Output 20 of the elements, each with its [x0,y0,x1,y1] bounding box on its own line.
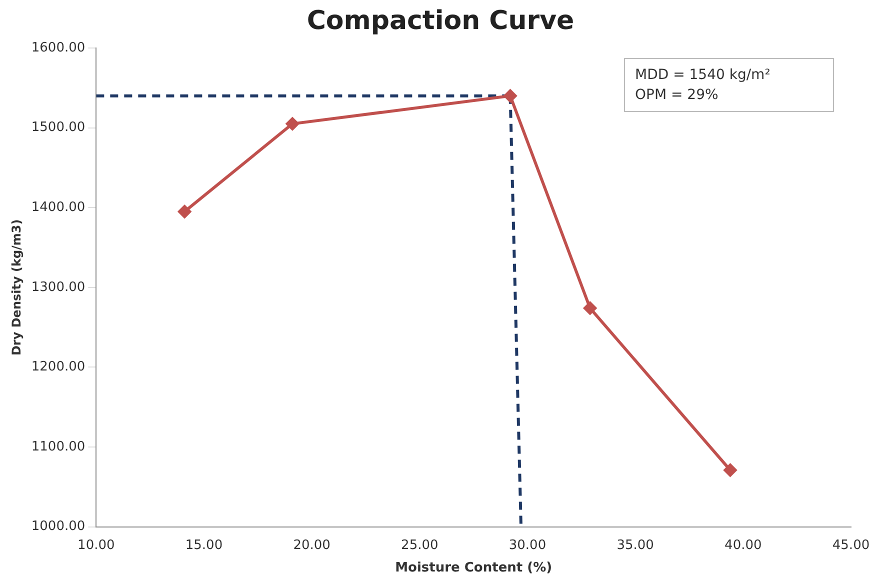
y-tick-label: 1600.00 [31,40,86,56]
y-tick-label: 1400.00 [31,200,86,215]
x-tick-label: 25.00 [401,538,438,553]
x-tick-label: 15.00 [185,538,223,553]
chart-title: Compaction Curve [306,6,576,36]
y-tick-label: 1200.00 [31,360,86,375]
x-axis-title: Moisture Content (%) [395,560,552,576]
x-tick-label: 20.00 [293,538,330,553]
y-tick-label: 1300.00 [31,280,86,295]
x-tick-label: 40.00 [724,538,762,553]
x-tick-label: 10.00 [78,538,115,553]
annotation: OPM = 29% [635,86,720,105]
y-axis-title: Dry Density (kg/m3) [9,219,24,356]
x-tick-label: 45.00 [832,538,870,553]
annotation: MDD = 1540 kg/m² [635,66,772,85]
x-tick-label: 30.00 [508,538,546,553]
y-tick-label: 1000.00 [31,519,86,534]
y-tick-label: 1500.00 [31,120,86,136]
x-tick-label: 35.00 [616,538,654,553]
y-tick-label: 1100.00 [31,439,86,454]
